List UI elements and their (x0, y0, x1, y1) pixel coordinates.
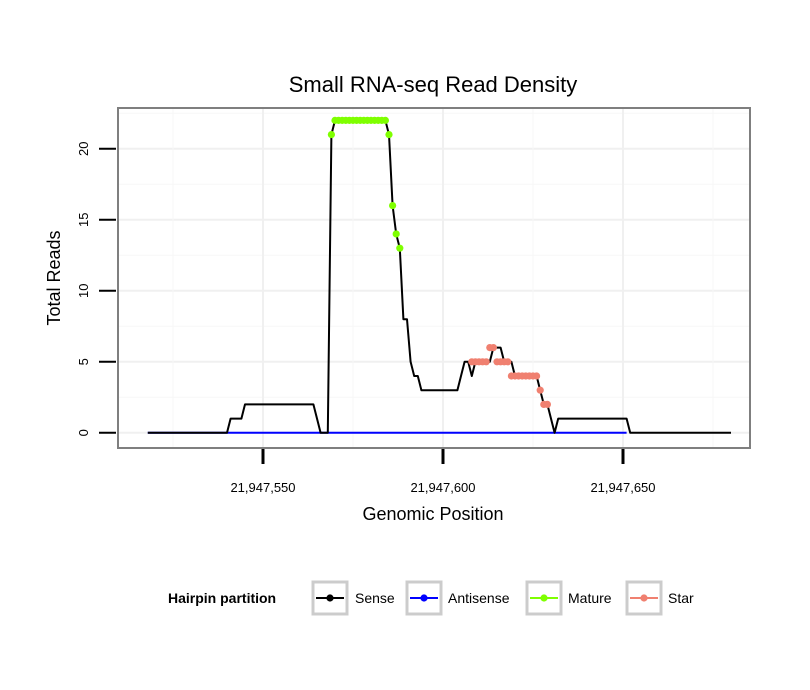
legend-item-antisense: Antisense (405, 580, 510, 616)
legend-item-sense: Sense (311, 580, 395, 616)
chart-title: Small RNA-seq Read Density (289, 72, 578, 97)
legend-key-point (326, 594, 334, 602)
y-tick-label: 10 (76, 284, 91, 298)
star-point (536, 386, 544, 394)
y-tick-label: 20 (76, 142, 91, 156)
axis-layer: 21,947,550 21,947,600 21,947,650 0 5 10 15 20 (76, 142, 656, 495)
legend-key-point (420, 594, 428, 602)
star-point (489, 343, 497, 352)
legend-item-mature: Mature (525, 580, 612, 616)
mature-point (385, 130, 393, 139)
legend: Hairpin partition Sense Antisense Mature St… (168, 580, 694, 616)
series-layer (147, 116, 731, 434)
sense-line (147, 119, 731, 434)
mature-point (392, 230, 400, 238)
y-tick-label: 0 (76, 429, 91, 436)
x-tick-label: 21,947,650 (590, 480, 655, 495)
legend-key-point (540, 594, 548, 602)
y-tick-label: 15 (76, 213, 91, 227)
y-axis-title: Total Reads (44, 230, 64, 325)
mature-point (396, 244, 404, 252)
legend-title: Hairpin partition (168, 590, 276, 606)
mature-point (389, 201, 397, 210)
legend-key-point (640, 594, 648, 602)
y-tick-label: 5 (76, 358, 91, 365)
star-point (543, 400, 552, 408)
x-axis-title: Genomic Position (362, 504, 503, 524)
plot-panel (117, 107, 751, 449)
legend-label-mature: Mature (568, 590, 612, 606)
star-point (504, 358, 512, 366)
star-point (482, 358, 490, 366)
mature-point (327, 130, 335, 139)
legend-label-star: Star (668, 590, 694, 606)
legend-label-sense: Sense (355, 590, 395, 606)
x-tick-label: 21,947,550 (230, 480, 295, 495)
legend-label-antisense: Antisense (448, 590, 510, 606)
mature-point (381, 116, 389, 124)
star-point (533, 372, 541, 380)
x-tick-label: 21,947,600 (410, 480, 475, 495)
legend-item-star: Star (625, 580, 694, 616)
